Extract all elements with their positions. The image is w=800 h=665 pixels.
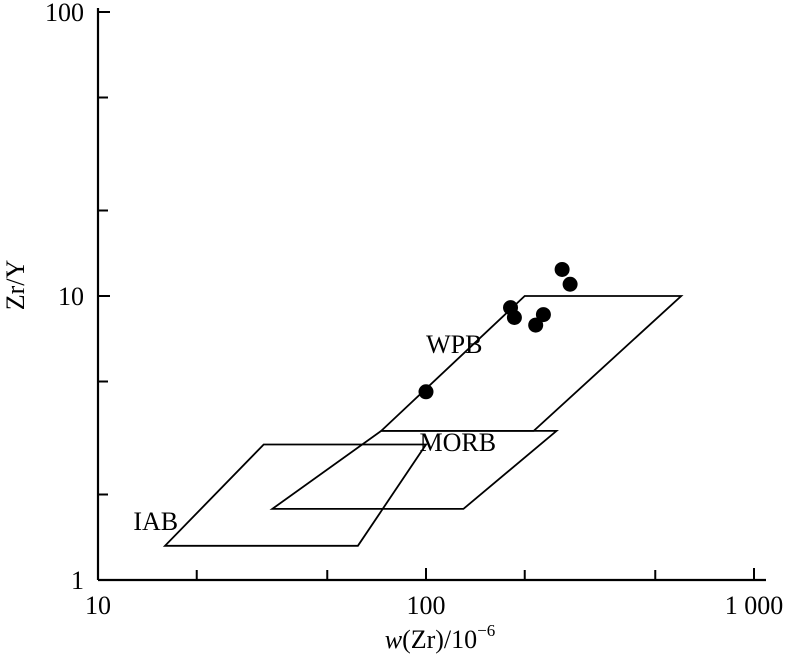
x-title-text: (Zr)/10 [402, 625, 477, 654]
region-label-iab: IAB [133, 507, 178, 536]
x-tick-label: 100 [407, 591, 446, 620]
x-tick-label: 1 000 [725, 591, 784, 620]
x-title-var: w [385, 625, 403, 654]
y-tick-label: 1 [71, 566, 84, 595]
data-point [528, 317, 544, 333]
region-label-morb: MORB [419, 428, 496, 457]
region-morb [269, 429, 559, 510]
region-wpb [378, 295, 684, 432]
axis-titles: w(Zr)/10−6 Zr/Y [1, 260, 495, 654]
y-axis-title: Zr/Y [1, 260, 30, 311]
axes [96, 8, 766, 582]
data-point [554, 261, 570, 277]
data-point [535, 307, 551, 323]
data-points [418, 261, 578, 400]
data-point [562, 276, 578, 292]
data-point [418, 384, 434, 400]
x-axis-title: w(Zr)/10−6 [385, 621, 496, 654]
tectonic-regions: WPB MORB IAB [133, 295, 684, 547]
x-tick-label: 10 [85, 591, 111, 620]
region-label-wpb: WPB [426, 330, 482, 359]
y-tick-label: 100 [45, 0, 84, 27]
y-tick-label: 10 [58, 282, 84, 311]
region-iab [162, 443, 428, 547]
data-point [506, 310, 522, 326]
ticks [98, 11, 755, 580]
x-title-exp: −6 [477, 621, 495, 640]
